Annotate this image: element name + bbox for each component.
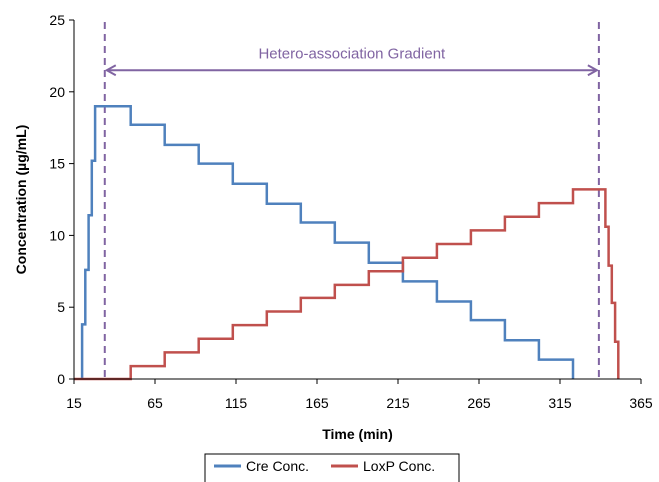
annotation-arrow-head-right [587, 64, 599, 77]
legend-box [204, 453, 460, 482]
x-tick-label: 115 [225, 395, 248, 411]
x-tick-label: 65 [147, 395, 163, 411]
y-tick-label: 10 [49, 227, 65, 243]
annotation-text: Hetero-association Gradient [258, 45, 446, 62]
annotation-layer [103, 22, 600, 379]
x-tick-label: 365 [629, 395, 653, 411]
series-line-0 [80, 104, 575, 379]
x-tick-label: 315 [548, 395, 572, 411]
y-tick-label: 0 [57, 371, 65, 387]
x-tick-label: 15 [66, 395, 82, 411]
y-tick-label: 15 [49, 156, 65, 172]
legend-label-loxp: LoxP Conc. [363, 458, 435, 474]
legend-label-cre: Cre Conc. [246, 458, 309, 474]
annotation-arrow-head-left [104, 64, 117, 77]
x-axis-title: Time (min) [322, 426, 393, 442]
y-axis-title: Concentration (µg/mL) [13, 125, 29, 275]
y-tick-label: 5 [57, 299, 65, 315]
axes-layer [73, 20, 641, 380]
y-tick-label: 25 [49, 12, 65, 28]
y-tick-label: 20 [49, 84, 65, 100]
series-line-1 [74, 188, 620, 381]
x-tick-label: 165 [305, 395, 329, 411]
series-layer [74, 104, 620, 381]
x-tick-label: 265 [467, 395, 491, 411]
legend: Cre Conc. LoxP Conc. [204, 453, 460, 482]
ticks-layer: 0 5 10 15 20 25 15 65 115 165 215 265 315 365 [49, 12, 652, 411]
x-tick-label: 215 [386, 395, 410, 411]
